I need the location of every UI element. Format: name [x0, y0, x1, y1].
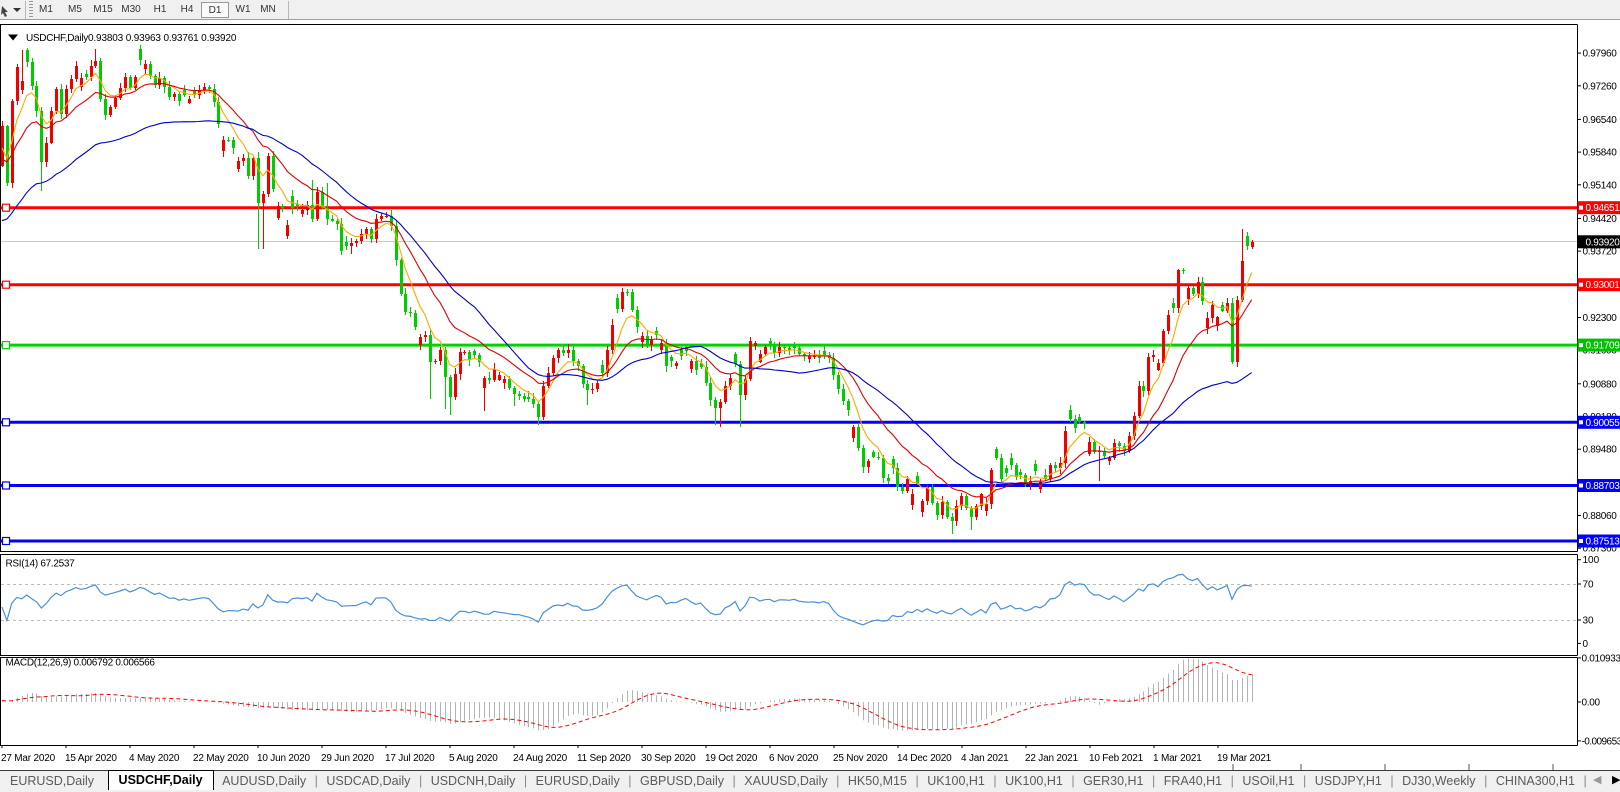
svg-text:17 Jul 2020: 17 Jul 2020: [385, 753, 435, 764]
svg-text:0.010933: 0.010933: [1582, 653, 1620, 664]
svg-text:0.88060: 0.88060: [1583, 511, 1618, 522]
svg-text:0.97960: 0.97960: [1583, 49, 1618, 60]
svg-text:4 Jan 2021: 4 Jan 2021: [961, 753, 1009, 764]
svg-text:30: 30: [1583, 616, 1595, 627]
svg-text:-0.009653: -0.009653: [1582, 736, 1620, 747]
svg-text:24 Aug 2020: 24 Aug 2020: [513, 753, 568, 764]
svg-text:MACD(12,26,9) 0.006792 0.00656: MACD(12,26,9) 0.006792 0.006566: [6, 658, 156, 669]
svg-text:0.91709: 0.91709: [1586, 341, 1620, 352]
svg-text:0.94651: 0.94651: [1586, 203, 1620, 214]
svg-text:4 May 2020: 4 May 2020: [129, 753, 180, 764]
svg-text:0.97260: 0.97260: [1583, 81, 1618, 92]
svg-text:0.88703: 0.88703: [1586, 481, 1620, 492]
svg-text:0.87360: 0.87360: [1583, 544, 1618, 555]
svg-text:0.96540: 0.96540: [1583, 115, 1618, 126]
svg-text:USDCHF,Daily: USDCHF,Daily: [26, 33, 88, 44]
svg-text:10 Jun 2020: 10 Jun 2020: [257, 753, 310, 764]
svg-text:11 Sep 2020: 11 Sep 2020: [577, 753, 631, 764]
svg-text:100: 100: [1583, 555, 1600, 566]
svg-text:19 Mar 2021: 19 Mar 2021: [1217, 753, 1272, 764]
svg-text:14 Dec 2020: 14 Dec 2020: [897, 753, 952, 764]
svg-text:1 Mar 2021: 1 Mar 2021: [1153, 753, 1202, 764]
svg-text:22 May 2020: 22 May 2020: [193, 753, 249, 764]
svg-text:6 Nov 2020: 6 Nov 2020: [769, 753, 819, 764]
svg-text:0.87513: 0.87513: [1586, 537, 1620, 548]
svg-text:0: 0: [1583, 639, 1589, 650]
svg-text:0.89480: 0.89480: [1583, 445, 1618, 456]
svg-text:0.95140: 0.95140: [1583, 180, 1618, 191]
svg-text:10 Feb 2021: 10 Feb 2021: [1089, 753, 1144, 764]
svg-text:0.90055: 0.90055: [1586, 418, 1620, 429]
svg-text:70: 70: [1583, 580, 1595, 591]
svg-text:0.93920: 0.93920: [1586, 237, 1620, 248]
svg-text:0.00: 0.00: [1582, 698, 1601, 709]
svg-text:0.93001: 0.93001: [1586, 280, 1620, 291]
svg-text:0.92300: 0.92300: [1583, 313, 1618, 324]
svg-text:29 Jun 2020: 29 Jun 2020: [321, 753, 374, 764]
svg-text:0.93720: 0.93720: [1583, 247, 1618, 258]
svg-text:0.90880: 0.90880: [1583, 379, 1618, 390]
svg-text:5 Aug 2020: 5 Aug 2020: [449, 753, 498, 764]
svg-text:22 Jan 2021: 22 Jan 2021: [1025, 753, 1078, 764]
svg-text:0.93803 0.93963 0.93761 0.9392: 0.93803 0.93963 0.93761 0.93920: [88, 33, 237, 44]
svg-text:RSI(14) 67.2537: RSI(14) 67.2537: [6, 559, 76, 570]
svg-text:25 Nov 2020: 25 Nov 2020: [833, 753, 888, 764]
svg-text:30 Sep 2020: 30 Sep 2020: [641, 753, 696, 764]
svg-text:15 Apr 2020: 15 Apr 2020: [65, 753, 117, 764]
svg-text:0.94420: 0.94420: [1583, 214, 1618, 225]
svg-text:19 Oct 2020: 19 Oct 2020: [705, 753, 758, 764]
svg-text:27 Mar 2020: 27 Mar 2020: [1, 753, 56, 764]
svg-text:0.95840: 0.95840: [1583, 148, 1618, 159]
